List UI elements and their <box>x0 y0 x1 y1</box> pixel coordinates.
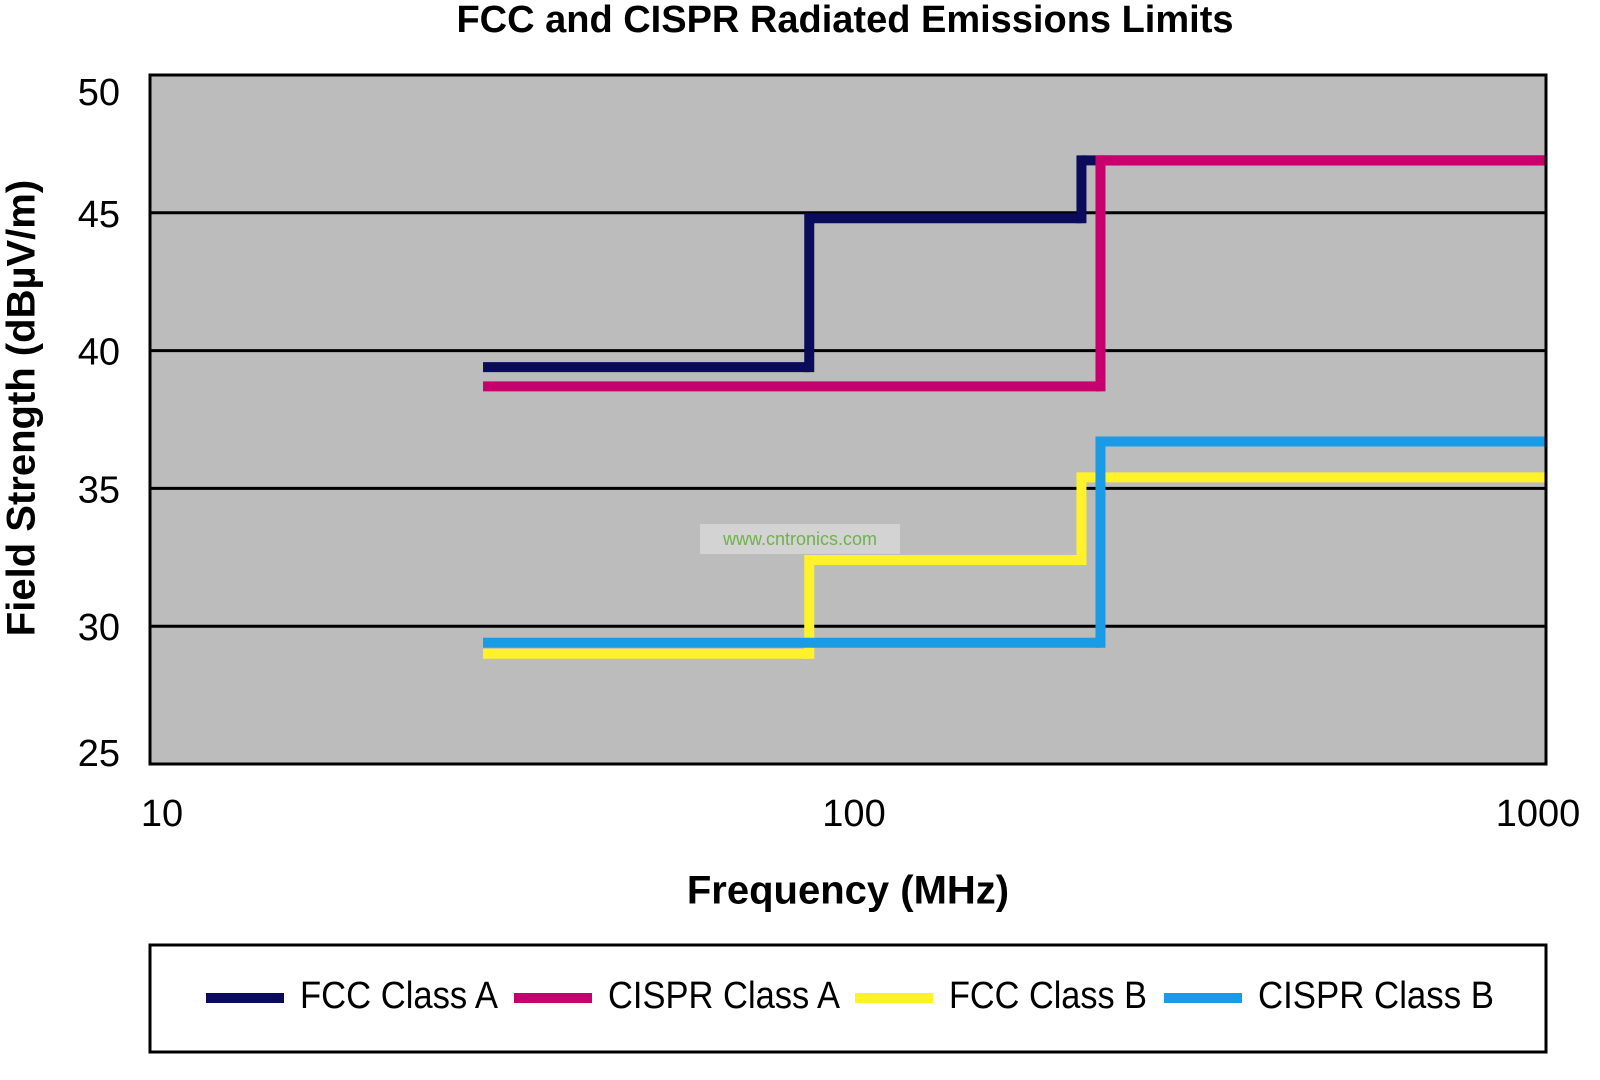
y-tick-label: 35 <box>78 469 120 511</box>
x-tick-label: 1000 <box>1496 793 1581 835</box>
y-axis-label: Field Strength (dBµV/m) <box>0 180 44 636</box>
legend-label: FCC Class B <box>949 975 1147 1017</box>
legend-label: FCC Class A <box>300 975 499 1017</box>
series <box>483 155 1546 392</box>
chart-title: FCC and CISPR Radiated Emissions Limits <box>456 0 1233 41</box>
y-tick-label: 45 <box>78 194 120 236</box>
x-tick-label: 100 <box>822 793 885 835</box>
y-tick-label: 25 <box>78 733 120 775</box>
series <box>483 436 1546 648</box>
legend-label: CISPR Class B <box>1258 975 1494 1017</box>
annotation-box <box>700 524 900 554</box>
frame <box>148 73 1548 766</box>
x-tick-label: 10 <box>141 793 183 835</box>
y-tick-label: 40 <box>78 332 120 374</box>
x-axis-label: Frequency (MHz) <box>687 869 1009 913</box>
y-tick-label: 30 <box>78 607 120 649</box>
y-tick-label: 50 <box>78 72 120 114</box>
annotation: www.cntronics.com <box>722 529 877 549</box>
legend-box <box>148 943 1548 1054</box>
series <box>483 472 1546 659</box>
legend-label: CISPR Class A <box>608 975 841 1017</box>
plot-background <box>150 75 1546 764</box>
